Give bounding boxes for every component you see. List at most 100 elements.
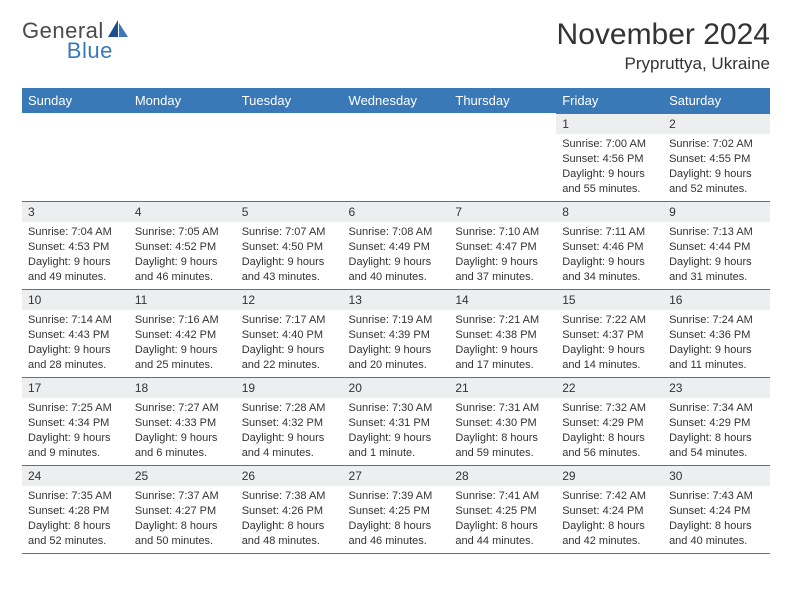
- day-number: 9: [663, 201, 770, 222]
- daylight-line-2: and 52 minutes.: [669, 182, 764, 197]
- sunrise-line: Sunrise: 7:22 AM: [562, 313, 657, 328]
- calendar-cell: 30Sunrise: 7:43 AMSunset: 4:24 PMDayligh…: [663, 465, 770, 553]
- weekday-header: Thursday: [449, 88, 556, 113]
- daylight-line-1: Daylight: 9 hours: [28, 431, 123, 446]
- sunset-line: Sunset: 4:38 PM: [455, 328, 550, 343]
- day-number: 27: [343, 465, 450, 486]
- sunrise-line: Sunrise: 7:31 AM: [455, 401, 550, 416]
- day-body: Sunrise: 7:13 AMSunset: 4:44 PMDaylight:…: [663, 222, 770, 288]
- daylight-line-1: Daylight: 9 hours: [562, 343, 657, 358]
- calendar-cell: 15Sunrise: 7:22 AMSunset: 4:37 PMDayligh…: [556, 289, 663, 377]
- day-number: 18: [129, 377, 236, 398]
- sunrise-line: Sunrise: 7:07 AM: [242, 225, 337, 240]
- day-number: 26: [236, 465, 343, 486]
- sunrise-line: Sunrise: 7:05 AM: [135, 225, 230, 240]
- sunrise-line: Sunrise: 7:21 AM: [455, 313, 550, 328]
- sunset-line: Sunset: 4:34 PM: [28, 416, 123, 431]
- daylight-line-1: Daylight: 9 hours: [28, 255, 123, 270]
- sunrise-line: Sunrise: 7:27 AM: [135, 401, 230, 416]
- sunrise-line: Sunrise: 7:43 AM: [669, 489, 764, 504]
- calendar-cell: 16Sunrise: 7:24 AMSunset: 4:36 PMDayligh…: [663, 289, 770, 377]
- page-title: November 2024: [557, 18, 770, 52]
- weekday-header: Tuesday: [236, 88, 343, 113]
- sunrise-line: Sunrise: 7:17 AM: [242, 313, 337, 328]
- weekday-header: Monday: [129, 88, 236, 113]
- daylight-line-1: Daylight: 8 hours: [669, 519, 764, 534]
- daylight-line-1: Daylight: 9 hours: [455, 255, 550, 270]
- calendar-cell: 27Sunrise: 7:39 AMSunset: 4:25 PMDayligh…: [343, 465, 450, 553]
- calendar-body: 1Sunrise: 7:00 AMSunset: 4:56 PMDaylight…: [22, 113, 770, 553]
- daylight-line-2: and 31 minutes.: [669, 270, 764, 285]
- daylight-line-1: Daylight: 9 hours: [669, 167, 764, 182]
- daylight-line-2: and 9 minutes.: [28, 446, 123, 461]
- daylight-line-2: and 14 minutes.: [562, 358, 657, 373]
- day-body: Sunrise: 7:25 AMSunset: 4:34 PMDaylight:…: [22, 398, 129, 464]
- daylight-line-2: and 50 minutes.: [135, 534, 230, 549]
- day-number: 8: [556, 201, 663, 222]
- sunset-line: Sunset: 4:49 PM: [349, 240, 444, 255]
- day-body: Sunrise: 7:16 AMSunset: 4:42 PMDaylight:…: [129, 310, 236, 376]
- day-number: 6: [343, 201, 450, 222]
- daylight-line-2: and 34 minutes.: [562, 270, 657, 285]
- day-body: Sunrise: 7:28 AMSunset: 4:32 PMDaylight:…: [236, 398, 343, 464]
- daylight-line-2: and 59 minutes.: [455, 446, 550, 461]
- daylight-line-1: Daylight: 9 hours: [135, 343, 230, 358]
- calendar-cell: 2Sunrise: 7:02 AMSunset: 4:55 PMDaylight…: [663, 113, 770, 201]
- calendar-cell: 29Sunrise: 7:42 AMSunset: 4:24 PMDayligh…: [556, 465, 663, 553]
- day-body: Sunrise: 7:21 AMSunset: 4:38 PMDaylight:…: [449, 310, 556, 376]
- weekday-header: Wednesday: [343, 88, 450, 113]
- daylight-line-2: and 55 minutes.: [562, 182, 657, 197]
- day-body: Sunrise: 7:08 AMSunset: 4:49 PMDaylight:…: [343, 222, 450, 288]
- calendar-cell: 14Sunrise: 7:21 AMSunset: 4:38 PMDayligh…: [449, 289, 556, 377]
- daylight-line-2: and 1 minute.: [349, 446, 444, 461]
- daylight-line-1: Daylight: 9 hours: [562, 167, 657, 182]
- daylight-line-2: and 52 minutes.: [28, 534, 123, 549]
- sunset-line: Sunset: 4:26 PM: [242, 504, 337, 519]
- daylight-line-2: and 48 minutes.: [242, 534, 337, 549]
- calendar-cell: [449, 113, 556, 201]
- calendar-cell: 21Sunrise: 7:31 AMSunset: 4:30 PMDayligh…: [449, 377, 556, 465]
- day-body: Sunrise: 7:19 AMSunset: 4:39 PMDaylight:…: [343, 310, 450, 376]
- daylight-line-1: Daylight: 8 hours: [562, 519, 657, 534]
- daylight-line-1: Daylight: 8 hours: [135, 519, 230, 534]
- sunset-line: Sunset: 4:32 PM: [242, 416, 337, 431]
- sunset-line: Sunset: 4:40 PM: [242, 328, 337, 343]
- weekday-header: Sunday: [22, 88, 129, 113]
- day-body: Sunrise: 7:24 AMSunset: 4:36 PMDaylight:…: [663, 310, 770, 376]
- day-body: Sunrise: 7:11 AMSunset: 4:46 PMDaylight:…: [556, 222, 663, 288]
- day-body: Sunrise: 7:27 AMSunset: 4:33 PMDaylight:…: [129, 398, 236, 464]
- sunset-line: Sunset: 4:37 PM: [562, 328, 657, 343]
- sunset-line: Sunset: 4:44 PM: [669, 240, 764, 255]
- day-body: Sunrise: 7:41 AMSunset: 4:25 PMDaylight:…: [449, 486, 556, 552]
- daylight-line-1: Daylight: 9 hours: [349, 343, 444, 358]
- day-body: Sunrise: 7:14 AMSunset: 4:43 PMDaylight:…: [22, 310, 129, 376]
- day-body: Sunrise: 7:35 AMSunset: 4:28 PMDaylight:…: [22, 486, 129, 552]
- daylight-line-1: Daylight: 9 hours: [135, 255, 230, 270]
- daylight-line-2: and 22 minutes.: [242, 358, 337, 373]
- calendar-cell: 17Sunrise: 7:25 AMSunset: 4:34 PMDayligh…: [22, 377, 129, 465]
- sunset-line: Sunset: 4:25 PM: [349, 504, 444, 519]
- calendar-cell: 4Sunrise: 7:05 AMSunset: 4:52 PMDaylight…: [129, 201, 236, 289]
- daylight-line-1: Daylight: 9 hours: [562, 255, 657, 270]
- daylight-line-2: and 49 minutes.: [28, 270, 123, 285]
- day-number: 5: [236, 201, 343, 222]
- daylight-line-2: and 11 minutes.: [669, 358, 764, 373]
- sunrise-line: Sunrise: 7:25 AM: [28, 401, 123, 416]
- daylight-line-1: Daylight: 9 hours: [669, 343, 764, 358]
- daylight-line-1: Daylight: 9 hours: [28, 343, 123, 358]
- daylight-line-2: and 46 minutes.: [349, 534, 444, 549]
- daylight-line-1: Daylight: 9 hours: [455, 343, 550, 358]
- sunrise-line: Sunrise: 7:34 AM: [669, 401, 764, 416]
- day-number: 24: [22, 465, 129, 486]
- calendar-cell: 9Sunrise: 7:13 AMSunset: 4:44 PMDaylight…: [663, 201, 770, 289]
- day-number: 30: [663, 465, 770, 486]
- daylight-line-1: Daylight: 8 hours: [669, 431, 764, 446]
- sunset-line: Sunset: 4:28 PM: [28, 504, 123, 519]
- day-number: 14: [449, 289, 556, 310]
- day-number: 3: [22, 201, 129, 222]
- calendar-cell: 12Sunrise: 7:17 AMSunset: 4:40 PMDayligh…: [236, 289, 343, 377]
- calendar-cell: 11Sunrise: 7:16 AMSunset: 4:42 PMDayligh…: [129, 289, 236, 377]
- day-number: 13: [343, 289, 450, 310]
- day-body: Sunrise: 7:05 AMSunset: 4:52 PMDaylight:…: [129, 222, 236, 288]
- sunrise-line: Sunrise: 7:37 AM: [135, 489, 230, 504]
